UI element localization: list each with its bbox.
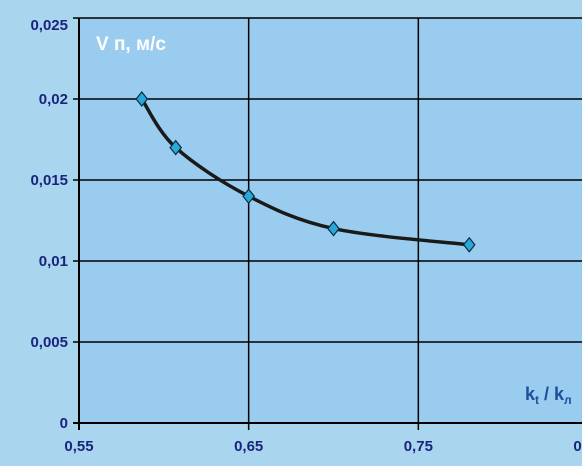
data-point-marker <box>135 91 149 107</box>
series-line <box>140 97 471 247</box>
x-tick-label: 0,55 <box>64 438 93 455</box>
series-markers <box>135 91 476 253</box>
data-point-marker <box>462 236 476 253</box>
data-point-marker <box>242 188 256 205</box>
y-tick-label: 0 <box>60 415 68 432</box>
x-axis-label: kt / kл <box>525 384 572 407</box>
data-point-marker <box>327 220 340 237</box>
x-axis-label-rest: / k <box>539 384 565 404</box>
data-point-marker <box>169 139 183 156</box>
y-tick-label: 0,01 <box>39 253 68 270</box>
x-axis-label-sub-l: л <box>564 393 572 407</box>
y-axis-label: V п, м/с <box>96 34 166 55</box>
x-axis-label-sub-t: t <box>535 393 539 407</box>
x-tick-label: 0,85 <box>573 438 582 455</box>
y-tick-label: 0,02 <box>39 91 68 108</box>
x-tick-label: 0,75 <box>404 438 433 455</box>
y-tick-label: 0,015 <box>30 172 68 189</box>
grid <box>73 17 582 430</box>
y-tick-label: 0,025 <box>30 17 68 34</box>
y-tick-labels: 0 0,005 0,01 0,015 0,02 0,025 <box>30 17 68 432</box>
y-tick-label: 0,005 <box>30 334 68 351</box>
x-axis-label-k: k <box>525 384 536 404</box>
plot-area <box>79 18 582 423</box>
x-tick-labels: 0,55 0,65 0,75 0,85 <box>64 438 582 455</box>
x-tick-label: 0,65 <box>234 438 263 455</box>
